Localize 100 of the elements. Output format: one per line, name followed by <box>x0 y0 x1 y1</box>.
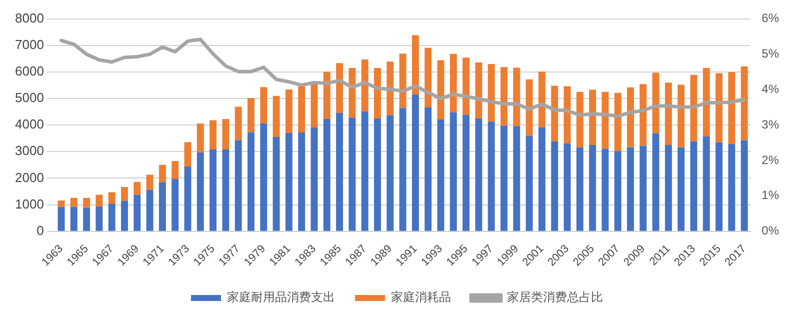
bar <box>513 126 520 231</box>
y-tick-label: 8000 <box>15 10 44 26</box>
y-tick-label: 6000 <box>15 64 44 79</box>
bar <box>602 148 609 231</box>
bar <box>210 120 217 150</box>
bar <box>298 86 306 133</box>
bar <box>702 136 710 231</box>
bar <box>70 206 78 231</box>
bar <box>134 182 141 195</box>
bar <box>538 72 546 128</box>
bar <box>96 206 103 231</box>
bar <box>184 166 192 231</box>
bar <box>500 126 508 231</box>
y2-tick-label: 1% <box>762 188 780 202</box>
bar <box>526 79 533 136</box>
bar <box>121 186 128 201</box>
bar <box>716 142 723 231</box>
bar <box>652 133 660 231</box>
bar <box>589 145 596 231</box>
bar <box>424 48 432 108</box>
bar <box>348 68 356 118</box>
bar <box>70 198 78 207</box>
bar <box>488 122 495 231</box>
bar <box>83 198 90 208</box>
bar <box>551 141 558 231</box>
bar <box>285 133 292 231</box>
bar <box>272 96 280 138</box>
bar <box>260 123 268 231</box>
bar <box>740 140 748 231</box>
bar <box>336 112 344 231</box>
bar <box>551 86 558 142</box>
bar <box>462 114 470 231</box>
bar <box>576 147 584 231</box>
bar <box>678 84 685 148</box>
bar <box>716 73 723 142</box>
y2-tick-label: 6% <box>762 11 780 26</box>
bar <box>627 87 634 148</box>
bar <box>234 140 242 231</box>
y2-tick-label: 2% <box>762 152 780 167</box>
y-tick-label: 7000 <box>15 36 44 52</box>
bar <box>678 147 685 231</box>
bar <box>386 62 394 116</box>
bar <box>285 89 292 134</box>
bar <box>222 150 230 231</box>
bar <box>58 206 65 231</box>
bar <box>640 84 647 146</box>
bar <box>184 142 192 167</box>
bar <box>627 147 634 231</box>
bar <box>248 132 254 231</box>
bar <box>664 145 672 231</box>
bar <box>424 108 432 231</box>
bar <box>500 67 508 126</box>
bar <box>310 127 318 231</box>
bar <box>196 123 204 152</box>
y2-tick-label: 3% <box>762 117 780 132</box>
bar <box>272 137 280 231</box>
bar <box>96 194 103 206</box>
y-tick-label: 0 <box>36 222 44 238</box>
y2-tick-label: 4% <box>762 82 780 96</box>
bar <box>361 59 368 112</box>
bar <box>664 82 672 146</box>
bar <box>614 92 622 152</box>
bar <box>702 68 710 137</box>
bar <box>134 194 141 231</box>
bar <box>640 146 647 231</box>
bar <box>437 120 444 231</box>
bar <box>234 106 242 140</box>
y-tick-label: 3000 <box>15 143 44 158</box>
bar <box>146 190 154 231</box>
bar <box>323 72 330 119</box>
bar <box>108 192 116 204</box>
bar <box>298 132 306 231</box>
bar <box>399 108 406 231</box>
bar <box>386 115 394 231</box>
bar <box>399 54 406 108</box>
legend-label: 家庭耐用品消费支出 <box>227 290 335 304</box>
bar <box>488 64 495 122</box>
bar <box>121 200 128 231</box>
bar <box>108 204 116 231</box>
bar <box>248 98 254 132</box>
bar <box>728 144 736 231</box>
y2-tick-label: 5% <box>762 46 780 61</box>
bar <box>374 68 381 118</box>
bar <box>374 118 381 231</box>
bar <box>323 118 330 231</box>
bar <box>614 151 622 231</box>
bar <box>260 87 268 124</box>
bar <box>172 160 179 180</box>
bar <box>412 94 419 231</box>
bar <box>462 58 470 115</box>
bar <box>728 72 736 144</box>
bar <box>58 200 65 207</box>
bar <box>210 150 217 231</box>
bar <box>740 66 748 140</box>
bar <box>576 92 584 148</box>
bar <box>564 143 571 231</box>
bar <box>196 152 204 231</box>
bar <box>602 92 609 149</box>
bar <box>222 118 230 150</box>
bar <box>526 136 533 231</box>
